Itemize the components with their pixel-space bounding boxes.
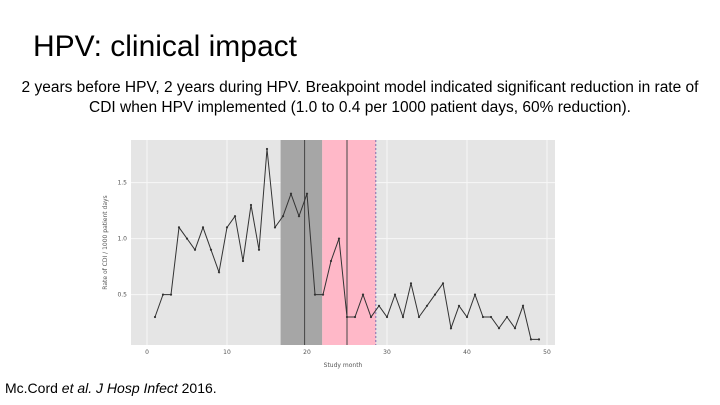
data-point xyxy=(521,304,525,307)
data-point xyxy=(353,315,357,319)
data-point xyxy=(297,215,301,218)
shaded-region-2 xyxy=(322,140,376,345)
data-point xyxy=(337,237,341,240)
citation-year: 2016. xyxy=(181,380,217,396)
vertical-lines xyxy=(304,140,348,345)
data-point xyxy=(409,282,413,285)
data-point xyxy=(361,293,365,296)
data-point xyxy=(321,293,325,296)
data-point xyxy=(425,304,429,307)
x-tick-label: 40 xyxy=(463,349,471,356)
data-point xyxy=(457,304,461,307)
shaded-region-1 xyxy=(280,140,323,345)
x-tick-label: 20 xyxy=(303,349,311,356)
data-point xyxy=(529,338,533,341)
data-point xyxy=(473,293,477,296)
data-point xyxy=(481,315,485,319)
x-tick-label: 50 xyxy=(543,349,551,356)
data-point xyxy=(417,315,421,319)
cdi-rate-chart: 0.5 1.0 1.5 0 10 20 30 40 50 Rate of CDI / 1000… xyxy=(102,140,555,369)
series-group xyxy=(153,147,541,341)
data-point xyxy=(185,237,189,240)
data-point xyxy=(225,226,229,229)
citation-journal: et al. J Hosp Infect xyxy=(61,380,182,396)
data-point xyxy=(265,147,269,151)
data-point xyxy=(537,338,541,341)
data-point xyxy=(465,315,469,319)
data-point xyxy=(497,327,501,330)
x-axis-label: Study month xyxy=(324,362,363,369)
x-axis-ticks: 0 10 20 30 40 50 xyxy=(145,349,551,356)
data-point xyxy=(505,315,509,319)
data-point xyxy=(329,259,333,263)
x-tick-label: 0 xyxy=(145,349,149,356)
y-axis-ticks: 0.5 1.0 1.5 xyxy=(117,180,127,299)
data-point xyxy=(513,327,517,330)
data-point xyxy=(369,315,373,319)
y-tick-label: 0.5 xyxy=(117,292,127,299)
data-point xyxy=(209,248,213,251)
citation-authors: Mc.Cord xyxy=(5,380,62,396)
data-point xyxy=(289,192,293,195)
data-point xyxy=(241,259,245,263)
data-point xyxy=(281,215,285,218)
y-tick-label: 1.5 xyxy=(117,180,127,187)
data-point xyxy=(249,203,253,207)
data-point xyxy=(345,315,349,319)
x-tick-label: 10 xyxy=(223,349,231,356)
data-point xyxy=(441,282,445,285)
y-tick-label: 1.0 xyxy=(117,236,127,243)
data-point xyxy=(377,304,381,307)
x-tick-label: 30 xyxy=(383,349,391,356)
citation: Mc.Cord et al. J Hosp Infect 2016. xyxy=(5,380,217,396)
data-point xyxy=(393,293,397,296)
shaded-regions xyxy=(280,140,377,345)
data-point xyxy=(257,248,261,251)
data-point xyxy=(401,315,405,319)
data-point xyxy=(177,226,181,229)
data-point xyxy=(273,226,277,229)
data-point xyxy=(449,327,453,330)
data-point xyxy=(201,226,205,229)
data-point xyxy=(193,248,197,251)
data-point xyxy=(313,293,317,296)
data-point xyxy=(305,192,309,195)
data-point xyxy=(385,315,389,319)
data-point xyxy=(433,293,437,296)
data-point xyxy=(153,315,157,319)
slide-subtitle: 2 years before HPV, 2 years during HPV. … xyxy=(21,79,699,116)
data-point xyxy=(489,315,493,319)
y-axis-label: Rate of CDI / 1000 patient days xyxy=(102,195,109,289)
data-point xyxy=(233,215,237,218)
data-point xyxy=(169,293,173,296)
data-point xyxy=(217,271,221,274)
slide-title: HPV: clinical impact xyxy=(33,30,297,63)
data-point xyxy=(161,293,165,296)
